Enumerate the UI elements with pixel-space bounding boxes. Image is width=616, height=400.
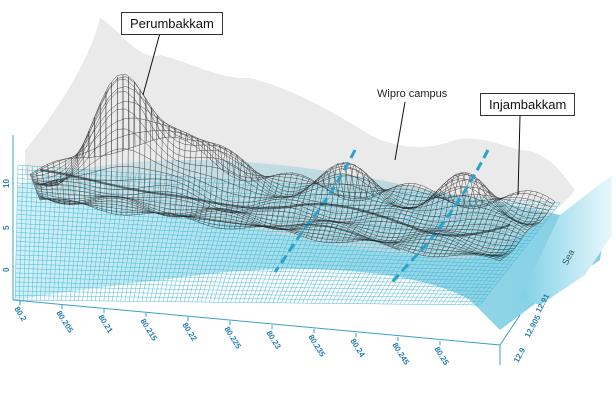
perumbakkam-leader [142,32,161,96]
axis-lines [12,135,521,365]
injambakkam-label: Injambakkam [480,93,576,116]
z-tick-label: 0 [2,267,11,272]
x-tick-marks [19,301,441,345]
stream-line-right [388,149,490,286]
ridge-shadow-2 [179,214,401,251]
perumbakkam-label: Perumbakkam [121,12,223,35]
z-tick-label: 10 [2,179,11,188]
sea-area [520,175,612,305]
wipro-campus-label: Wipro campus [377,88,448,100]
ridge-shadow [39,168,511,237]
z-tick-label: 5 [2,225,11,230]
terrain-surface [25,18,575,259]
water-wireframe [14,164,561,306]
wipro-leader [394,101,406,161]
stream-line-left [273,149,357,273]
injambakkam-leader [517,115,521,196]
